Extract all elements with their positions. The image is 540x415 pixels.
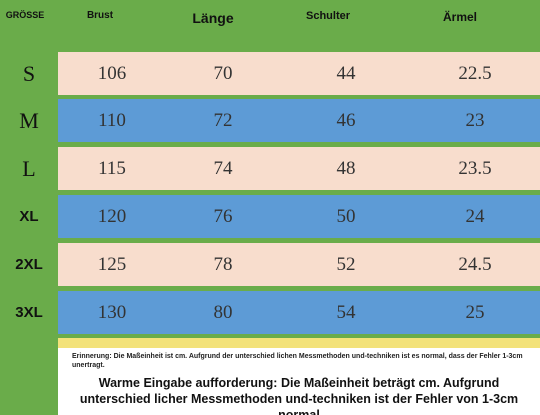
table-cell: 50 xyxy=(336,206,356,227)
column-header: GRÖSSE xyxy=(5,10,45,20)
table-row: 120 76 50 24 xyxy=(58,195,540,238)
table-row: 125 78 52 24.5 xyxy=(58,243,540,286)
table-cell: 24.5 xyxy=(458,254,492,275)
table-cell: 72 xyxy=(213,110,233,131)
table-cell: 25 xyxy=(465,302,485,323)
table-row: 110 72 46 23 xyxy=(58,99,540,142)
size-label: S xyxy=(22,61,36,86)
table-row: 106 70 44 22.5 xyxy=(58,52,540,95)
note-large: Warme Eingabe aufforderung: Die Maßeinhe… xyxy=(79,376,519,415)
table-cell: 80 xyxy=(213,302,233,323)
table-cell: 110 xyxy=(98,110,126,131)
table-cell: 74 xyxy=(213,158,233,179)
column-header: Ärmel xyxy=(442,10,478,24)
table-row: 130 80 54 25 xyxy=(58,291,540,334)
table-cell: 46 xyxy=(336,110,356,131)
column-header: Schulter xyxy=(305,10,351,22)
table-cell: 24 xyxy=(465,206,485,227)
size-label: M xyxy=(19,108,39,133)
divider-band xyxy=(58,338,540,348)
note-box: Erinnerung: Die Maßeinheit ist cm. Aufgr… xyxy=(58,348,540,415)
table-cell: 130 xyxy=(97,302,127,323)
table-cell: 70 xyxy=(213,63,233,84)
table-cell: 78 xyxy=(213,254,233,275)
size-label: XL xyxy=(19,208,39,225)
table-cell: 52 xyxy=(336,254,356,275)
table-cell: 115 xyxy=(98,158,126,179)
table-cell: 106 xyxy=(97,63,127,84)
size-label: 2XL xyxy=(15,256,43,273)
column-header: Länge xyxy=(192,10,234,26)
table-cell: 44 xyxy=(336,63,356,84)
note-small: Erinnerung: Die Maßeinheit ist cm. Aufgr… xyxy=(72,353,523,369)
table-cell: 48 xyxy=(336,158,356,179)
size-label: L xyxy=(22,156,36,181)
column-header: Brust xyxy=(86,10,114,21)
table-cell: 23 xyxy=(465,110,485,131)
table-cell: 54 xyxy=(336,302,356,323)
table-cell: 125 xyxy=(97,254,127,275)
table-cell: 22.5 xyxy=(458,63,492,84)
table-row: 115 74 48 23.5 xyxy=(58,147,540,190)
size-label: 3XL xyxy=(15,304,43,321)
table-cell: 120 xyxy=(97,206,127,227)
table-cell: 76 xyxy=(213,206,233,227)
table-cell: 23.5 xyxy=(458,158,492,179)
